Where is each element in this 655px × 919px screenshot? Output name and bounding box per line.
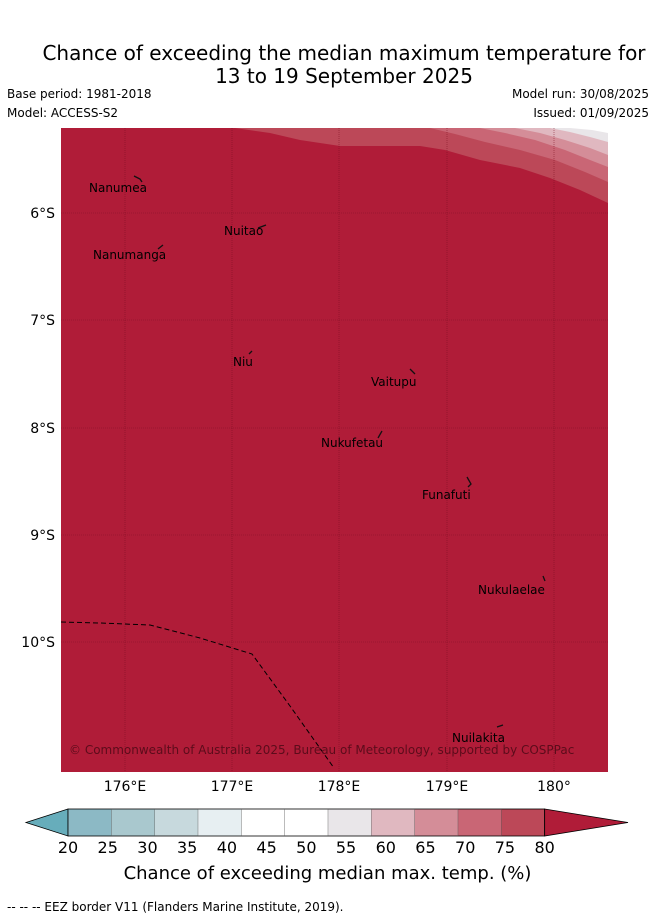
lat-label-10s: 10°S [21, 635, 55, 651]
lon-label-178e: 178°E [318, 779, 361, 795]
colorbar-tick-label: 50 [296, 838, 317, 857]
colorbar-bin [327, 809, 372, 836]
colorbar-tick-label: 40 [216, 838, 238, 857]
colorbar-over-extension [544, 808, 629, 837]
lon-label-179e: 179°E [426, 779, 469, 795]
label-nanumea: Nanumea [89, 181, 147, 195]
colorbar-tick-label: 35 [176, 838, 198, 857]
island-funafuti-outline [466, 476, 472, 488]
island-nuilakita-outline [496, 724, 504, 728]
label-nuitao: Nuitao [224, 224, 263, 238]
island-nukulaelae-outline [542, 575, 546, 582]
label-vaitupu: Vaitupu [371, 375, 417, 389]
eez-border [60, 621, 335, 769]
issued-text: Issued: 01/09/2025 [533, 106, 649, 120]
colorbar-tick-label: 75 [494, 838, 516, 857]
label-nukulaelae: Nukulaelae [478, 583, 545, 597]
colorbar-bin [284, 809, 329, 836]
colorbar-tick-label: 30 [137, 838, 158, 857]
colorbar-bin [197, 809, 242, 836]
colorbar-tick-label: 55 [335, 838, 357, 857]
colorbar-bin [501, 809, 546, 836]
contour-band-50-55 [570, 128, 608, 133]
colorbar-tick-labels: 20 25 30 35 40 45 50 55 60 65 70 75 80 [0, 838, 655, 858]
colorbar-bin [68, 809, 112, 836]
base-period-text: Base period: 1981-2018 [7, 87, 152, 101]
colorbar-frame [67, 808, 546, 837]
island-nanumanga-outline [157, 244, 164, 250]
colorbar-tick-label: 45 [256, 838, 277, 857]
lat-label-8s: 8°S [30, 421, 55, 437]
colorbar-tick-label: 25 [97, 838, 118, 857]
graticule [61, 128, 608, 772]
map-plot-area [61, 128, 608, 772]
island-vaitupu-outline [409, 368, 416, 375]
island-nuitao-outline [257, 224, 267, 229]
colorbar-bin [371, 809, 416, 836]
colorbar-tick-label: 65 [415, 838, 436, 857]
model-run-text: Model run: 30/08/2025 [511, 87, 649, 101]
map-title-line1: Chance of exceeding the median maximum t… [42, 41, 646, 65]
colorbar-bin [414, 809, 459, 836]
colorbar-tick-label: 60 [375, 838, 396, 857]
colorbar-tick-label: 20 [57, 838, 79, 857]
probability-field [61, 128, 608, 772]
model-text: Model: ACCESS-S2 [7, 106, 119, 120]
colorbar-bin [241, 809, 286, 836]
label-nukufetau: Nukufetau [321, 436, 383, 450]
colorbar-under-extension [24, 808, 69, 837]
colorbar-bin [154, 809, 199, 836]
colorbar [24, 808, 629, 837]
label-nanumanga: Nanumanga [93, 248, 166, 262]
lon-label-176e: 176°E [104, 779, 147, 795]
contour-band-60-65 [495, 128, 608, 155]
contour-band-55-60 [530, 128, 608, 142]
colorbar-bin [457, 809, 502, 836]
eez-footnote: -- -- -- EEZ border V11 (Flanders Marine… [7, 900, 344, 914]
islands [133, 175, 546, 728]
lon-label-180: 180° [537, 779, 571, 795]
lat-label-6s: 6°S [30, 206, 55, 222]
copyright-notice: © Commonwealth of Australia 2025, Bureau… [69, 743, 574, 757]
colorbar-tick-label: 80 [534, 838, 555, 857]
colorbar-title: Chance of exceeding median max. temp. (%… [123, 863, 532, 884]
label-nuilakita: Nuilakita [452, 731, 505, 745]
label-funafuti: Funafuti [422, 488, 471, 502]
lat-label-9s: 9°S [30, 528, 55, 544]
label-niu: Niu [233, 355, 253, 369]
lon-label-177e: 177°E [211, 779, 254, 795]
colorbar-bin [111, 809, 156, 836]
island-niu-outline [248, 350, 253, 355]
map-title-line2: 13 to 19 September 2025 [215, 64, 473, 88]
lat-label-7s: 7°S [30, 313, 55, 329]
island-nukufetau-outline [377, 430, 383, 439]
island-nanumea-outline [133, 175, 143, 183]
colorbar-tick-label: 70 [455, 838, 476, 857]
